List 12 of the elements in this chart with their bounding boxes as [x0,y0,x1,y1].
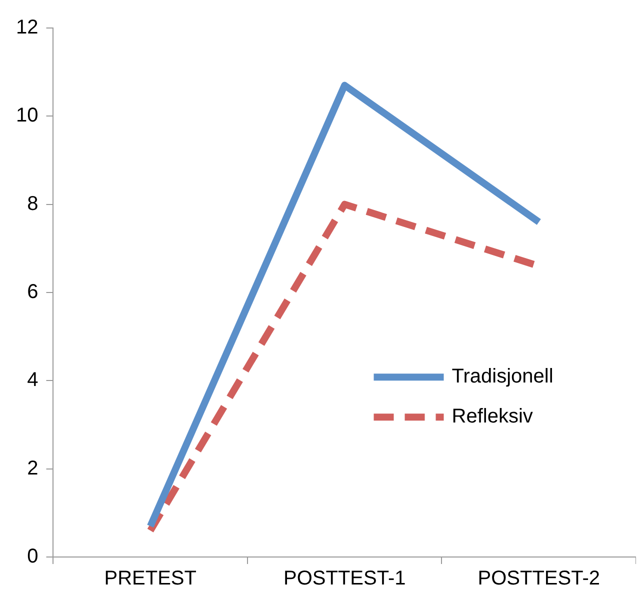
y-tick-label: 10 [16,104,38,127]
y-tick-label: 0 [27,546,38,568]
x-tick-label: PRETEST [104,568,196,590]
y-tick-label: 6 [27,281,38,304]
y-tick-label: 2 [27,457,38,480]
y-tick-label: 12 [16,16,38,39]
legend-label: Refleksiv [452,406,533,428]
x-tick-label: POSTTEST-1 [284,568,406,590]
x-tick-label: POSTTEST-2 [478,568,600,590]
y-tick-label: 4 [27,369,38,392]
y-tick-label: 8 [27,192,38,215]
legend-label: Tradisjonell [452,366,554,388]
